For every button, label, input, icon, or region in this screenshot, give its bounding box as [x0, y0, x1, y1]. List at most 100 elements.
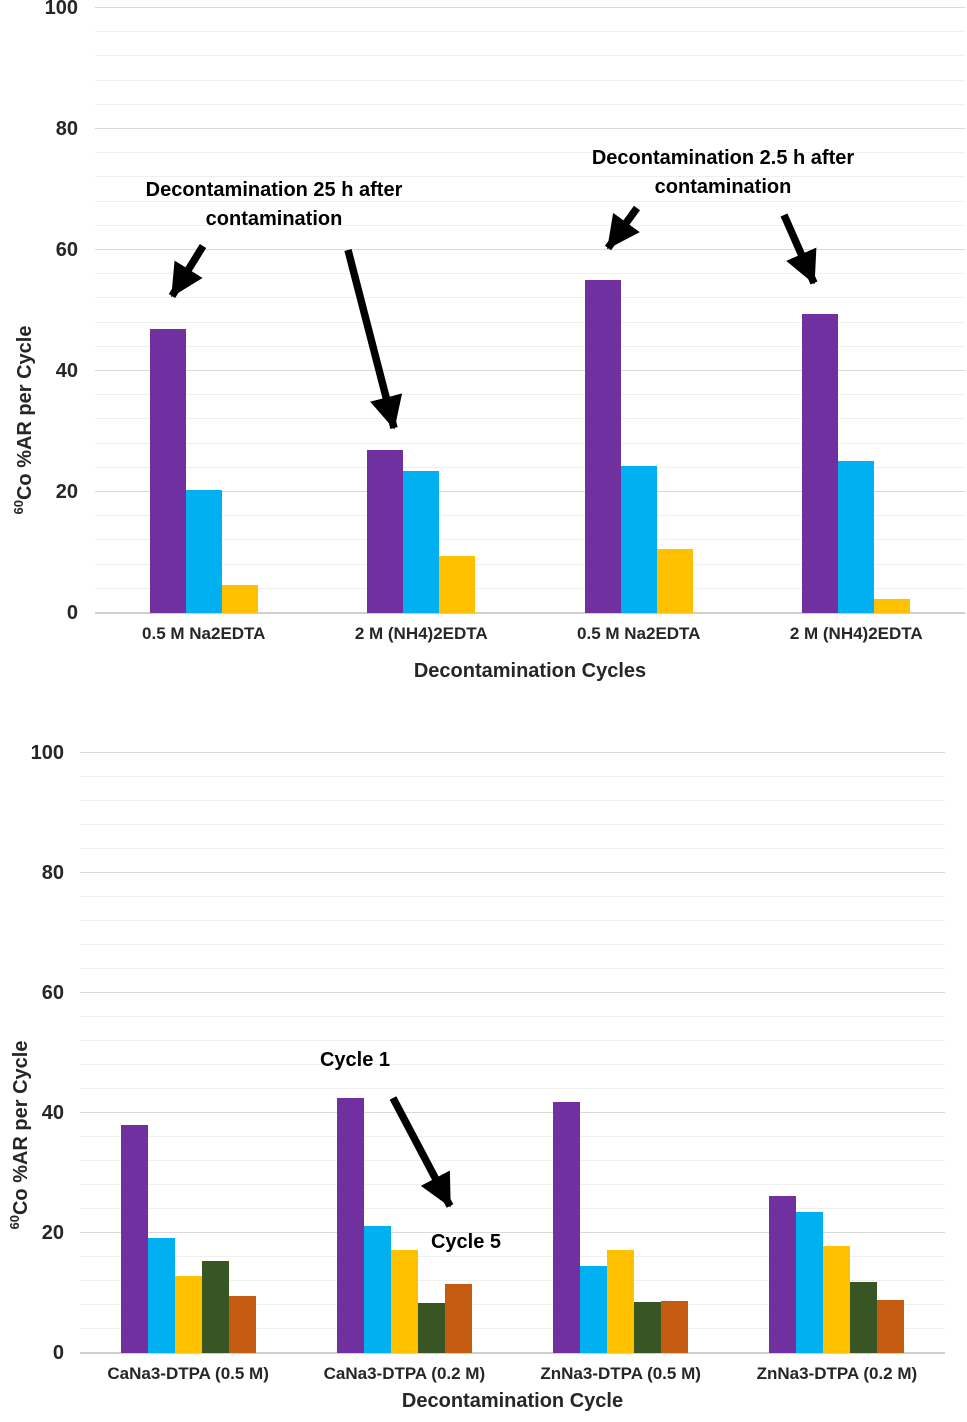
gridline — [80, 752, 945, 753]
gridline — [95, 297, 965, 299]
gridline — [95, 55, 965, 57]
gridline — [80, 776, 945, 777]
y-tick-label: 20 — [41, 1222, 64, 1244]
gridline — [95, 370, 965, 371]
bar-cycle-2 — [403, 471, 440, 613]
gridline — [95, 563, 965, 565]
category-label: 0.5 M Na2EDTA — [577, 624, 701, 643]
bar-cycle-5 — [661, 1301, 689, 1353]
category-label: ZnNa3-DTPA (0.2 M) — [756, 1364, 918, 1383]
category-label: ZnNa3-DTPA (0.5 M) — [540, 1364, 701, 1383]
gridline — [95, 224, 965, 226]
category-label: CaNa3-DTPA (0.5 M) — [107, 1364, 269, 1383]
bar-cycle-3 — [874, 599, 911, 613]
bar-cycle-3 — [607, 1249, 635, 1353]
gridline — [80, 944, 945, 945]
gridline — [95, 345, 965, 347]
y-tick-label: 20 — [55, 481, 78, 503]
gridline — [80, 1064, 945, 1065]
bar-cycle-1 — [553, 1102, 581, 1353]
gridline — [80, 920, 945, 921]
bar-cycle-4 — [850, 1281, 878, 1353]
gridline — [95, 249, 965, 250]
bar-cycle-4 — [201, 1261, 229, 1353]
bar-cycle-1 — [769, 1195, 797, 1353]
category-label: 2 M (NH4)2EDTA — [354, 624, 488, 643]
gridline — [95, 515, 965, 517]
gridline — [80, 1040, 945, 1041]
isotope-superscript: 60 — [11, 500, 27, 515]
gridline — [80, 1256, 945, 1257]
bar-cycle-4 — [634, 1302, 662, 1353]
y-tick-label: 100 — [30, 742, 64, 764]
y-tick-label: 100 — [44, 0, 78, 19]
y-axis-ticks: 0 20 40 60 80 100 — [18, 0, 78, 623]
annotation-25h-after: Decontamination 25 h after contamination — [145, 179, 403, 230]
bar-cycle-3 — [823, 1246, 851, 1353]
gridline — [80, 824, 945, 825]
bar-cycle-2 — [185, 490, 222, 613]
gridline — [95, 321, 965, 323]
annotation-2-5h-after: Decontamination 2.5 h after contaminatio… — [591, 147, 855, 198]
plot-area-top — [95, 7, 965, 614]
gridline — [80, 848, 945, 849]
bar-cycle-2 — [620, 466, 657, 613]
annotation-cycle-1: Cycle 1 — [319, 1049, 391, 1071]
bar-cycle-2 — [796, 1212, 824, 1353]
gridline — [80, 1232, 945, 1233]
x-axis-line — [80, 1352, 945, 1354]
bar-cycle-5 — [877, 1299, 905, 1353]
gridline — [80, 968, 945, 969]
category-label: 0.5 M Na2EDTA — [142, 624, 266, 643]
gridline — [95, 418, 965, 420]
gridline — [95, 103, 965, 105]
bar-cycle-1 — [584, 280, 621, 613]
bar-cycle-1 — [802, 313, 839, 613]
y-tick-label: 60 — [55, 239, 78, 261]
bar-cycle-4 — [417, 1302, 445, 1353]
gridline — [80, 1112, 945, 1113]
gridline — [80, 1208, 945, 1209]
gridline — [80, 1304, 945, 1305]
x-axis-line — [95, 612, 965, 614]
bar-cycle-3 — [439, 556, 476, 613]
arrow-2-5h-to-group4 — [780, 213, 818, 285]
y-tick-label: 0 — [66, 602, 78, 624]
category-label: CaNa3-DTPA (0.2 M) — [323, 1364, 486, 1383]
gridline — [95, 152, 965, 154]
gridline — [80, 1328, 945, 1329]
isotope-superscript: 60 — [7, 1215, 23, 1230]
bar-cycle-5 — [228, 1296, 256, 1353]
gridline — [80, 800, 945, 801]
gridline — [80, 1280, 945, 1281]
bar-cycle-2 — [363, 1225, 391, 1353]
plot-area-bottom — [80, 752, 945, 1354]
y-axis-title-text: Co %AR per Cycle — [9, 1040, 32, 1216]
arrow-25h-to-group2 — [344, 249, 403, 430]
gridline — [80, 1016, 945, 1017]
x-axis-category-labels: CaNa3-DTPA (0.5 M) CaNa3-DTPA (0.2 M) ZnNa… — [80, 1364, 945, 1388]
y-tick-label: 40 — [41, 1102, 64, 1124]
gridline — [80, 1136, 945, 1137]
y-tick-label: 80 — [55, 118, 78, 140]
gridline — [95, 273, 965, 275]
gridline — [95, 31, 965, 33]
gridline — [95, 79, 965, 81]
y-axis-title-text: Co %AR per Cycle — [13, 325, 36, 501]
gridline — [95, 539, 965, 541]
bar-cycle-1 — [120, 1125, 148, 1353]
gridline — [80, 1088, 945, 1089]
gridline — [95, 128, 965, 129]
y-tick-label: 60 — [41, 982, 64, 1004]
annotation-cycle-5: Cycle 5 — [430, 1231, 502, 1253]
gridline — [80, 896, 945, 897]
y-axis-ticks: 0 20 40 60 80 100 — [4, 743, 64, 1363]
arrow-2-5h-to-group3 — [604, 205, 641, 251]
gridline — [80, 992, 945, 993]
bar-cycle-5 — [444, 1284, 472, 1353]
bar-cycle-2 — [580, 1266, 608, 1353]
gridline — [80, 872, 945, 873]
